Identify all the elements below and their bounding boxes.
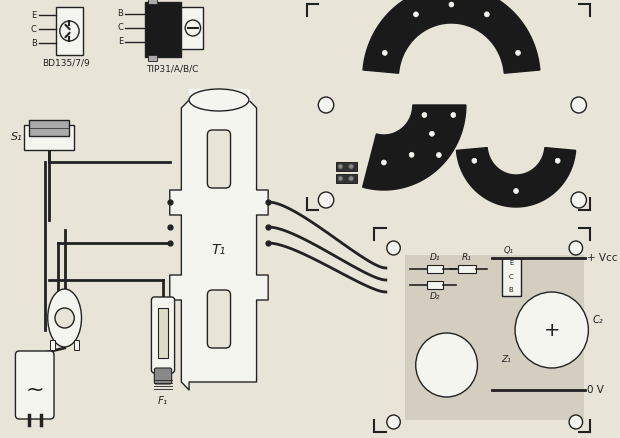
Text: C: C — [118, 24, 123, 32]
Text: C₂: C₂ — [592, 315, 603, 325]
Circle shape — [414, 12, 418, 17]
Circle shape — [422, 113, 427, 117]
Circle shape — [569, 415, 583, 429]
Bar — [181, 7, 203, 49]
Circle shape — [516, 50, 520, 55]
Circle shape — [556, 158, 560, 163]
Text: C₁: C₁ — [441, 348, 452, 358]
Bar — [335, 174, 357, 183]
Text: B: B — [118, 10, 123, 18]
Text: B: B — [509, 287, 513, 293]
Circle shape — [430, 131, 435, 136]
Text: S₁: S₁ — [11, 132, 22, 142]
Bar — [144, 2, 181, 57]
Circle shape — [55, 308, 74, 328]
FancyBboxPatch shape — [151, 297, 175, 373]
FancyBboxPatch shape — [207, 290, 231, 348]
Bar — [29, 120, 69, 136]
Text: D₁: D₁ — [430, 253, 440, 262]
Text: E: E — [32, 11, 37, 20]
Circle shape — [515, 292, 588, 368]
Circle shape — [348, 164, 353, 169]
Text: C: C — [509, 274, 513, 280]
Circle shape — [451, 113, 456, 117]
Text: E: E — [118, 38, 123, 46]
Bar — [335, 162, 357, 171]
Text: T₁: T₁ — [212, 243, 226, 257]
Polygon shape — [363, 105, 466, 190]
Text: 0 V: 0 V — [587, 385, 604, 395]
Ellipse shape — [48, 289, 81, 347]
Text: E: E — [509, 260, 513, 266]
Circle shape — [318, 192, 334, 208]
Bar — [158, 308, 168, 358]
Bar — [148, 0, 157, 4]
Text: Z₁: Z₁ — [502, 356, 512, 364]
FancyBboxPatch shape — [207, 130, 231, 188]
Circle shape — [571, 97, 587, 113]
Bar — [74, 340, 79, 350]
Bar — [56, 7, 83, 55]
Text: ~: ~ — [25, 380, 44, 400]
Circle shape — [409, 152, 414, 157]
Polygon shape — [425, 115, 453, 155]
Bar — [458, 265, 476, 273]
Circle shape — [338, 176, 343, 181]
Circle shape — [383, 50, 388, 55]
Text: C: C — [31, 25, 37, 33]
Text: F₁: F₁ — [158, 396, 168, 406]
FancyBboxPatch shape — [16, 351, 54, 419]
Bar — [502, 258, 521, 296]
Circle shape — [381, 160, 386, 165]
Circle shape — [513, 188, 518, 194]
Circle shape — [387, 241, 401, 255]
Bar — [50, 340, 55, 350]
Bar — [24, 125, 74, 150]
Text: D₂: D₂ — [430, 292, 440, 301]
Circle shape — [348, 176, 353, 181]
Circle shape — [318, 97, 334, 113]
FancyBboxPatch shape — [154, 368, 172, 384]
Circle shape — [449, 2, 454, 7]
Bar — [148, 55, 157, 61]
Circle shape — [338, 164, 343, 169]
Text: R₁: R₁ — [462, 253, 472, 262]
Circle shape — [569, 241, 583, 255]
Text: B: B — [31, 39, 37, 47]
Polygon shape — [170, 100, 268, 390]
Circle shape — [571, 192, 587, 208]
Circle shape — [436, 152, 441, 158]
Text: + Vcc: + Vcc — [587, 253, 618, 263]
Polygon shape — [456, 148, 575, 207]
Text: BD135/7/9: BD135/7/9 — [42, 59, 89, 68]
Text: Q₁: Q₁ — [503, 246, 513, 255]
Text: +: + — [544, 321, 560, 339]
Bar — [405, 255, 583, 420]
Circle shape — [387, 415, 401, 429]
Circle shape — [416, 333, 477, 397]
Circle shape — [484, 12, 489, 17]
Bar — [427, 281, 443, 289]
Circle shape — [472, 158, 477, 163]
Text: TIP31/A/B/C: TIP31/A/B/C — [146, 64, 199, 73]
Polygon shape — [363, 0, 540, 73]
Bar — [427, 265, 443, 273]
